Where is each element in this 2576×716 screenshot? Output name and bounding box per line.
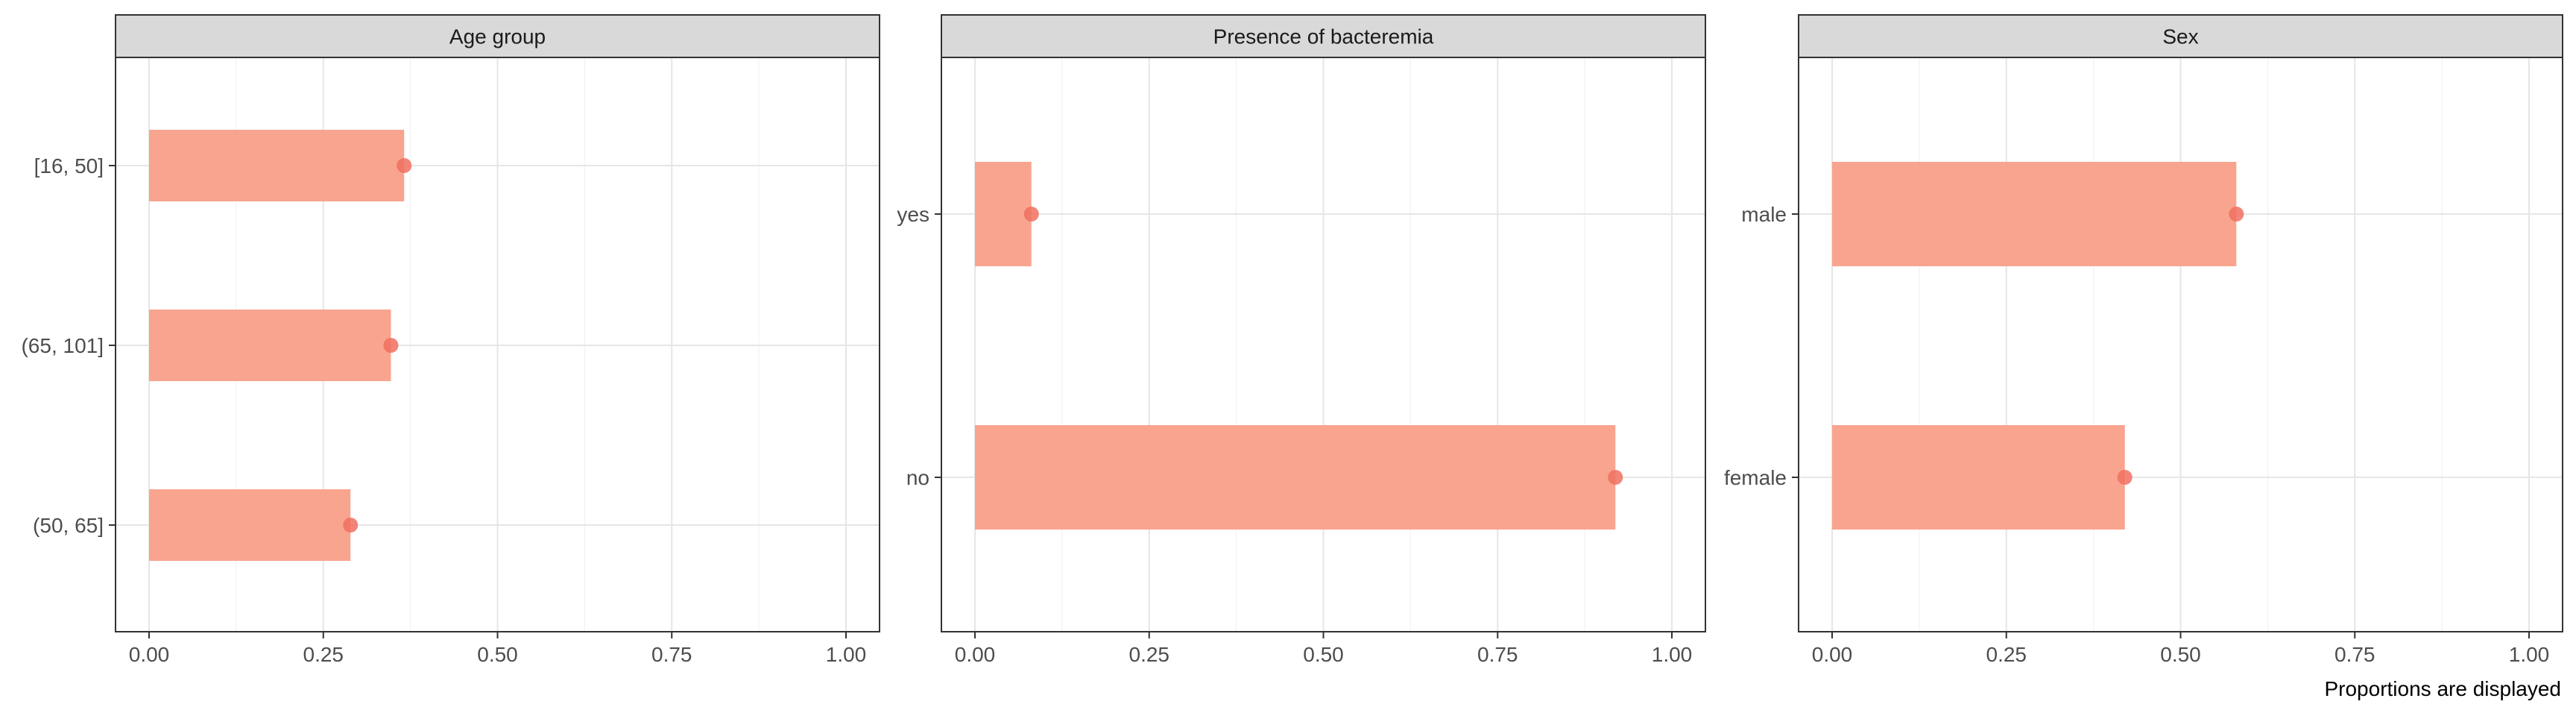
x-tick-label: 0.00 — [955, 643, 996, 666]
data-point — [397, 158, 412, 173]
bar — [149, 310, 391, 381]
y-tick-label: (65, 101] — [21, 334, 104, 357]
x-tick-label: 0.75 — [2334, 643, 2375, 666]
y-tick-label: no — [906, 466, 929, 489]
bar — [149, 130, 405, 201]
x-tick-label: 0.50 — [477, 643, 518, 666]
x-tick-label: 0.25 — [1129, 643, 1170, 666]
x-tick-label: 0.50 — [2160, 643, 2201, 666]
data-point — [1023, 207, 1039, 222]
bar — [149, 489, 351, 561]
bar — [1832, 425, 2125, 530]
bar — [975, 162, 1032, 266]
x-tick-label: 0.00 — [129, 643, 170, 666]
x-tick-label: 0.25 — [303, 643, 344, 666]
y-tick-label: yes — [897, 203, 929, 226]
x-tick-label: 1.00 — [2509, 643, 2550, 666]
y-tick-label: female — [1724, 466, 1787, 489]
facet-title: Sex — [2162, 25, 2198, 48]
y-tick-label: [16, 50] — [34, 154, 104, 178]
data-point — [2229, 207, 2244, 222]
x-tick-label: 0.75 — [651, 643, 692, 666]
facet-strip — [1798, 14, 2563, 58]
bar — [1832, 162, 2237, 266]
facet-strip — [115, 14, 880, 58]
bar — [975, 425, 1616, 530]
facet-title: Presence of bacteremia — [1213, 25, 1434, 48]
data-point — [1608, 470, 1623, 485]
x-tick-label: 0.25 — [1986, 643, 2027, 666]
facet-strip — [941, 14, 1706, 58]
x-tick-label: 1.00 — [826, 643, 867, 666]
data-point — [343, 518, 359, 533]
x-tick-label: 0.00 — [1812, 643, 1853, 666]
data-point — [2117, 470, 2133, 485]
x-tick-label: 1.00 — [1652, 643, 1693, 666]
x-tick-label: 0.50 — [1303, 643, 1344, 666]
y-tick-label: male — [1741, 203, 1787, 226]
data-point — [383, 338, 399, 353]
y-tick-label: (50, 65] — [33, 514, 104, 537]
caption: Proportions are displayed — [2324, 677, 2561, 700]
facet-title: Age group — [449, 25, 546, 48]
x-tick-label: 0.75 — [1477, 643, 1518, 666]
